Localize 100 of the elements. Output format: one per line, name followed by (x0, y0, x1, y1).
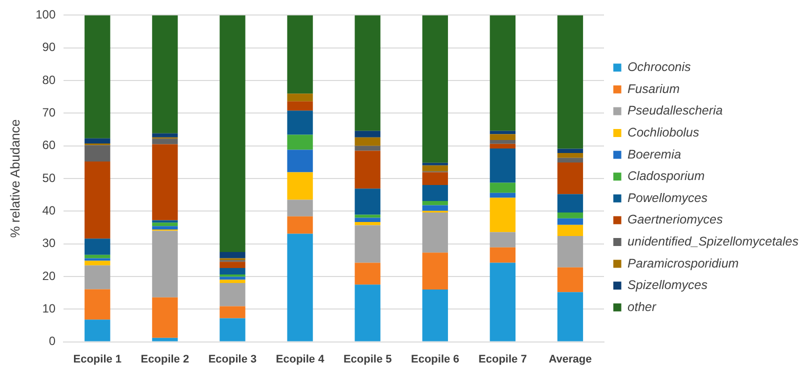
bar (220, 283, 246, 306)
bar (84, 260, 110, 266)
bar (220, 306, 246, 318)
y-axis-title: % relative Abudance (7, 119, 22, 238)
bar (490, 15, 516, 131)
legend-label: Gaertneriomyces (628, 212, 723, 227)
bar (557, 153, 584, 158)
x-tick-label: Ecopile 3 (208, 353, 257, 366)
bar (152, 338, 178, 342)
bar (220, 268, 246, 275)
bar (422, 252, 448, 290)
bar (490, 182, 516, 193)
bar (354, 218, 380, 222)
bar (287, 172, 313, 200)
bar (354, 225, 380, 263)
bar (490, 134, 516, 140)
x-tick-label: Ecopile 2 (140, 353, 190, 366)
bar (354, 15, 380, 131)
bar (422, 172, 448, 186)
bar (84, 254, 110, 258)
x-tick-label: Ecopile 5 (343, 353, 392, 366)
bar (354, 146, 380, 151)
bar (422, 290, 448, 342)
bar (490, 262, 516, 342)
legend-label: Fusarium (628, 82, 680, 96)
bar (490, 140, 516, 144)
legend-label: Powellomyces (628, 190, 708, 205)
bar (287, 234, 313, 342)
y-tick-label: 70 (42, 105, 56, 120)
x-tick-label: Ecopile 6 (410, 353, 460, 366)
bar (152, 230, 178, 298)
x-tick-label: Ecopile 1 (73, 353, 122, 366)
bar (287, 216, 313, 234)
bar (422, 212, 448, 253)
bar (557, 15, 584, 149)
bar (84, 289, 110, 320)
bar (354, 262, 380, 285)
y-tick-label: 80 (42, 72, 56, 87)
bar (84, 138, 110, 144)
bar (557, 194, 584, 212)
legend-label: Paramicrosporidium (628, 256, 739, 270)
bar (490, 232, 516, 248)
bar (354, 222, 380, 226)
legend-label: unidentified_Spizellomycetales (628, 234, 798, 248)
bar (84, 265, 110, 290)
bar (490, 148, 516, 183)
legend-label: Cladosporium (628, 169, 705, 184)
bar (557, 267, 584, 292)
legend-label: Boeremia (628, 147, 682, 162)
legend-label: Pseudallescheria (628, 104, 723, 118)
bar (354, 284, 380, 342)
bar (557, 218, 584, 225)
bar (84, 145, 110, 162)
y-tick-label: 20 (42, 268, 56, 283)
legend-label: Cochliobolus (628, 125, 700, 140)
bar (220, 15, 246, 252)
bar (422, 185, 448, 202)
legend-label: other (628, 300, 657, 314)
y-tick-label: 10 (42, 301, 56, 316)
x-tick-label: Ecopile 4 (276, 353, 326, 366)
bar (557, 292, 584, 342)
bar (84, 320, 110, 342)
bar (422, 15, 448, 163)
bar (152, 297, 178, 338)
bar (84, 15, 110, 138)
y-tick-label: 50 (42, 170, 56, 185)
bar (557, 148, 584, 154)
bar (557, 158, 584, 162)
bar (220, 252, 246, 258)
x-tick-label: Average (548, 353, 592, 366)
bar (557, 162, 584, 194)
y-tick-label: 40 (42, 203, 56, 218)
bar (490, 192, 516, 198)
bar (220, 280, 246, 284)
bar (152, 138, 178, 144)
x-tick-label: Ecopile 7 (478, 353, 527, 366)
bar (490, 144, 516, 148)
bar (84, 238, 110, 255)
y-tick-label: 0 (48, 334, 56, 348)
bar (557, 224, 584, 236)
y-tick-label: 30 (42, 236, 56, 250)
bar (287, 15, 313, 94)
bar (152, 133, 178, 138)
bar (152, 144, 178, 220)
bar (422, 201, 448, 206)
bar (490, 198, 516, 232)
bar (557, 212, 584, 218)
bar (287, 150, 313, 172)
bar (422, 165, 448, 172)
y-tick-label: 100 (36, 8, 56, 22)
bar (287, 94, 313, 102)
bar (287, 101, 313, 111)
bar (422, 205, 448, 211)
bar (220, 262, 246, 268)
bar (354, 137, 380, 146)
bar (287, 134, 313, 150)
bar (354, 150, 380, 189)
y-tick-label: 60 (42, 138, 56, 152)
bar (490, 130, 516, 134)
bar (354, 188, 380, 215)
